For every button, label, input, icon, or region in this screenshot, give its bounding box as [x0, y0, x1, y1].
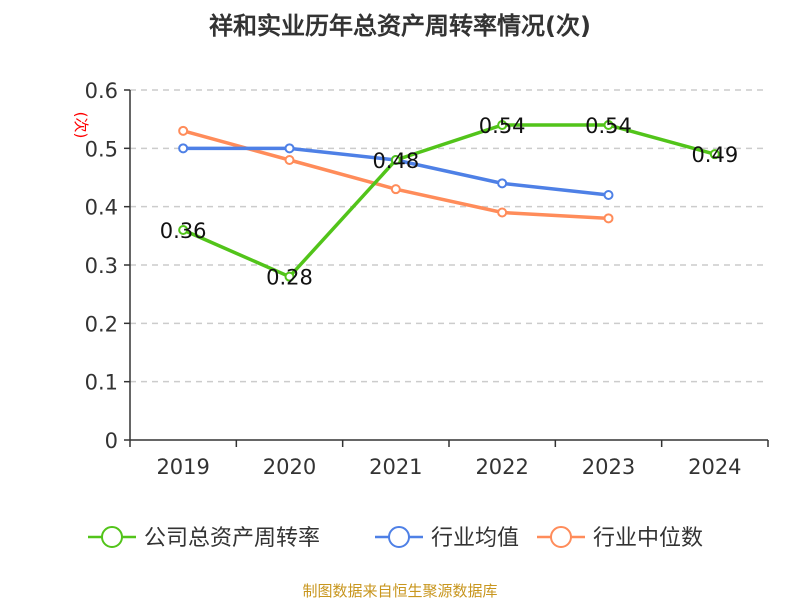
- series-line: [182, 129, 609, 221]
- y-tick-label: 0.3: [85, 254, 118, 278]
- legend-marker: [388, 526, 410, 548]
- legend-label: 行业均值: [431, 526, 519, 551]
- x-tick-label: 2023: [582, 455, 635, 479]
- data-point: [603, 120, 614, 130]
- legend-marker: [101, 526, 123, 548]
- data-point: [603, 213, 614, 224]
- data-point: [390, 184, 401, 195]
- data-label: 0.48: [372, 149, 419, 173]
- x-tick-label: 2020: [263, 455, 316, 479]
- y-tick-label: 0.6: [85, 79, 118, 103]
- data-point: [497, 207, 508, 218]
- y-axis-label: (次): [72, 112, 90, 139]
- legend-label: 行业中位数: [593, 526, 703, 551]
- data-label: 0.54: [479, 114, 526, 138]
- data-label: 0.54: [585, 114, 632, 138]
- data-point: [178, 225, 189, 235]
- chart-title: 祥和实业历年总资产周转率情况(次): [209, 12, 591, 40]
- series-line: [182, 123, 716, 279]
- y-tick-label: 0: [105, 429, 118, 453]
- data-label: 0.49: [691, 143, 738, 167]
- x-tick-label: 2019: [156, 455, 209, 479]
- data-label: 0.36: [160, 219, 207, 243]
- data-label: 0.28: [266, 266, 313, 290]
- y-tick-label: 0.5: [85, 137, 118, 161]
- data-point: [178, 125, 189, 136]
- data-point: [284, 155, 295, 165]
- data-point: [178, 143, 189, 154]
- y-tick-label: 0.4: [85, 196, 118, 220]
- legend-label: 公司总资产周转率: [144, 526, 320, 551]
- y-tick-label: 0.1: [85, 371, 118, 395]
- x-tick-label: 2024: [688, 455, 741, 479]
- x-tick-label: 2021: [369, 455, 422, 479]
- data-point: [390, 155, 401, 165]
- data-point: [284, 271, 295, 282]
- y-tick-label: 0.2: [85, 312, 118, 336]
- legend-marker: [550, 526, 572, 548]
- source-note: 制图数据来自恒生聚源数据库: [302, 582, 498, 600]
- data-point: [603, 190, 614, 200]
- data-point: [497, 120, 508, 130]
- x-tick-label: 2022: [475, 455, 528, 479]
- data-point: [709, 149, 720, 160]
- data-point: [497, 178, 508, 189]
- data-point: [284, 143, 295, 154]
